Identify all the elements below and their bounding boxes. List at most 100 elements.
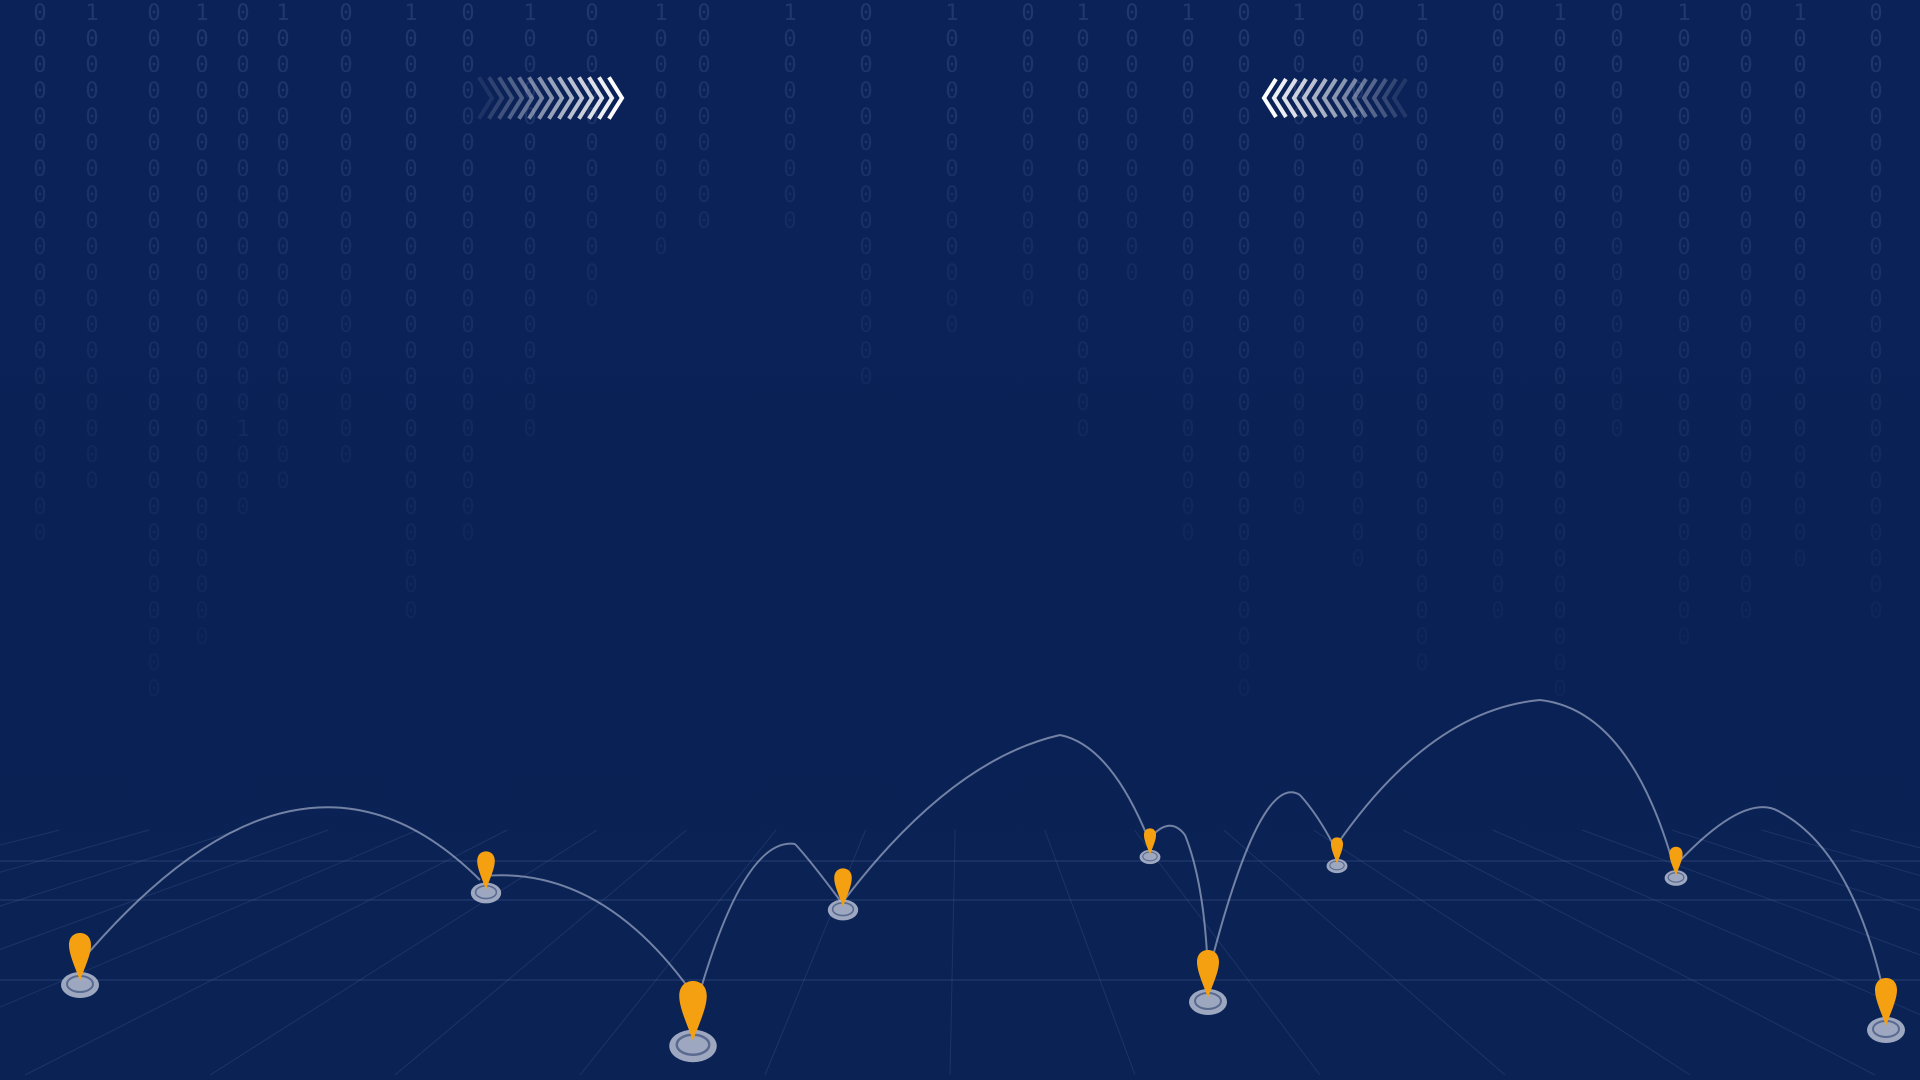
svg-text:0: 0 — [1553, 495, 1566, 520]
svg-text:0: 0 — [1491, 599, 1504, 624]
svg-text:0: 0 — [339, 131, 352, 156]
svg-text:0: 0 — [1351, 105, 1364, 130]
svg-text:0: 0 — [654, 235, 667, 260]
svg-text:0: 0 — [859, 131, 872, 156]
svg-text:0: 0 — [85, 391, 98, 416]
svg-text:0: 0 — [195, 443, 208, 468]
svg-text:0: 0 — [339, 313, 352, 338]
svg-text:0: 0 — [1292, 365, 1305, 390]
svg-text:0: 0 — [1553, 547, 1566, 572]
svg-text:0: 0 — [1292, 469, 1305, 494]
svg-text:0: 0 — [1793, 235, 1806, 260]
svg-text:0: 0 — [654, 183, 667, 208]
svg-text:0: 0 — [195, 313, 208, 338]
svg-text:0: 0 — [236, 1, 249, 26]
svg-text:0: 0 — [1793, 157, 1806, 182]
svg-text:0: 0 — [1125, 1, 1138, 26]
svg-text:0: 0 — [85, 261, 98, 286]
svg-text:1: 1 — [276, 1, 289, 26]
svg-text:0: 0 — [276, 53, 289, 78]
svg-text:0: 0 — [404, 339, 417, 364]
svg-text:0: 0 — [1739, 157, 1752, 182]
svg-text:0: 0 — [1021, 209, 1034, 234]
svg-text:0: 0 — [1739, 391, 1752, 416]
svg-text:0: 0 — [1869, 599, 1882, 624]
svg-text:0: 0 — [859, 79, 872, 104]
svg-text:0: 0 — [339, 183, 352, 208]
svg-text:0: 0 — [585, 261, 598, 286]
svg-text:0: 0 — [1610, 417, 1623, 442]
svg-text:0: 0 — [859, 287, 872, 312]
svg-text:0: 0 — [1869, 313, 1882, 338]
svg-text:0: 0 — [1181, 183, 1194, 208]
svg-text:0: 0 — [523, 79, 536, 104]
svg-text:0: 0 — [859, 365, 872, 390]
svg-text:0: 0 — [1076, 105, 1089, 130]
location-pin-icon — [1867, 978, 1905, 1043]
svg-text:0: 0 — [147, 261, 160, 286]
svg-text:0: 0 — [1869, 443, 1882, 468]
svg-text:0: 0 — [1491, 79, 1504, 104]
svg-text:0: 0 — [1125, 209, 1138, 234]
svg-text:0: 0 — [1181, 157, 1194, 182]
svg-text:0: 0 — [147, 599, 160, 624]
svg-text:0: 0 — [195, 365, 208, 390]
svg-text:0: 0 — [147, 443, 160, 468]
svg-text:0: 0 — [1610, 27, 1623, 52]
svg-text:0: 0 — [1415, 625, 1428, 650]
svg-text:0: 0 — [339, 27, 352, 52]
svg-text:0: 0 — [783, 183, 796, 208]
svg-text:0: 0 — [1237, 79, 1250, 104]
svg-text:1: 1 — [236, 417, 249, 442]
svg-text:0: 0 — [1553, 469, 1566, 494]
svg-text:0: 0 — [1793, 183, 1806, 208]
svg-text:0: 0 — [1237, 547, 1250, 572]
svg-text:0: 0 — [1076, 365, 1089, 390]
svg-text:0: 0 — [523, 391, 536, 416]
svg-text:0: 0 — [85, 209, 98, 234]
svg-text:0: 0 — [585, 131, 598, 156]
svg-text:0: 0 — [1237, 599, 1250, 624]
svg-text:0: 0 — [1610, 235, 1623, 260]
svg-text:0: 0 — [1076, 79, 1089, 104]
svg-text:0: 0 — [276, 157, 289, 182]
svg-text:0: 0 — [33, 131, 46, 156]
svg-text:0: 0 — [339, 443, 352, 468]
svg-text:0: 0 — [1793, 365, 1806, 390]
svg-text:0: 0 — [1553, 157, 1566, 182]
svg-text:0: 0 — [1491, 495, 1504, 520]
svg-text:0: 0 — [1553, 365, 1566, 390]
svg-text:0: 0 — [1553, 443, 1566, 468]
svg-text:0: 0 — [1415, 157, 1428, 182]
svg-text:0: 0 — [1351, 469, 1364, 494]
svg-text:0: 0 — [1237, 183, 1250, 208]
svg-text:0: 0 — [147, 27, 160, 52]
svg-text:0: 0 — [1677, 599, 1690, 624]
svg-text:0: 0 — [1491, 521, 1504, 546]
svg-text:0: 0 — [1677, 235, 1690, 260]
svg-text:0: 0 — [1292, 183, 1305, 208]
connection-arc — [483, 874, 691, 991]
svg-text:0: 0 — [1237, 261, 1250, 286]
svg-text:0: 0 — [33, 27, 46, 52]
svg-text:0: 0 — [1181, 27, 1194, 52]
svg-text:0: 0 — [461, 53, 474, 78]
svg-text:0: 0 — [1739, 313, 1752, 338]
svg-text:0: 0 — [859, 209, 872, 234]
svg-text:0: 0 — [33, 235, 46, 260]
svg-text:0: 0 — [236, 157, 249, 182]
svg-text:0: 0 — [1415, 261, 1428, 286]
svg-text:0: 0 — [1351, 209, 1364, 234]
svg-text:0: 0 — [236, 79, 249, 104]
svg-text:0: 0 — [404, 495, 417, 520]
svg-text:1: 1 — [1793, 1, 1806, 26]
svg-text:0: 0 — [1610, 79, 1623, 104]
svg-text:0: 0 — [1553, 521, 1566, 546]
svg-text:0: 0 — [1739, 287, 1752, 312]
svg-text:0: 0 — [1793, 443, 1806, 468]
svg-text:0: 0 — [33, 53, 46, 78]
svg-text:1: 1 — [1677, 1, 1690, 26]
svg-text:0: 0 — [1793, 79, 1806, 104]
